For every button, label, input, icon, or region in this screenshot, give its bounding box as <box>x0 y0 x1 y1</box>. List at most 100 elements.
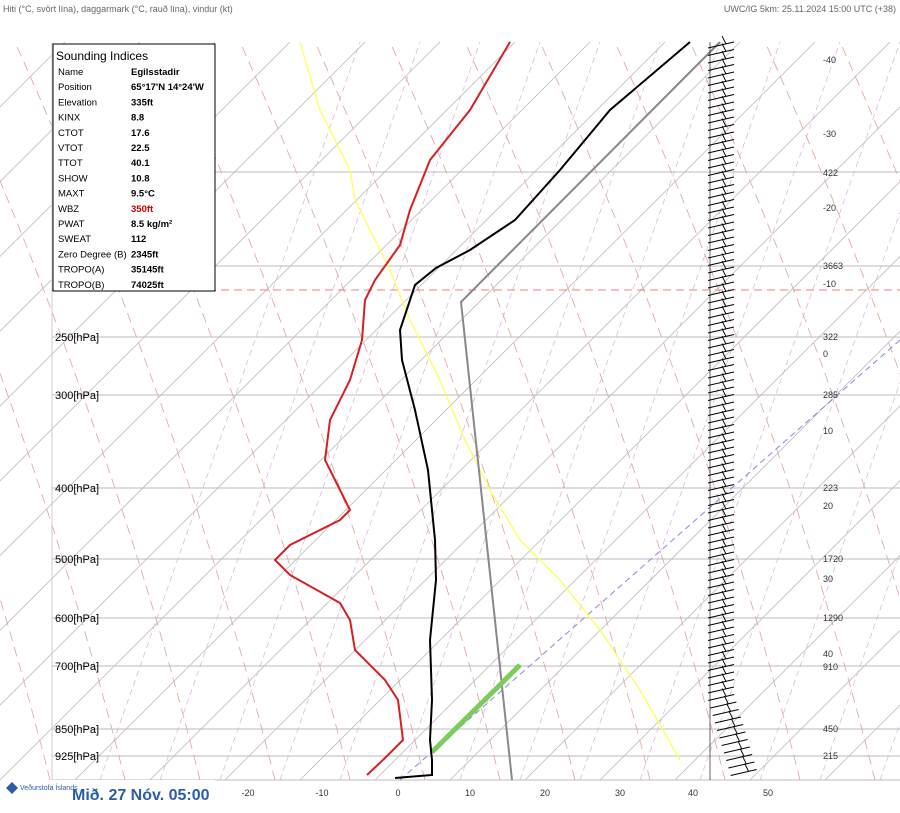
barb-flag <box>721 328 727 337</box>
barb-staff <box>707 506 735 514</box>
barb-flag <box>721 365 727 375</box>
barb-flag <box>721 103 727 112</box>
barb-staff <box>707 334 735 341</box>
index-value: 9.5°C <box>131 189 155 200</box>
barb-staff <box>721 739 748 746</box>
barb-flag <box>721 688 727 697</box>
barb-staff <box>707 656 735 664</box>
barb-flag <box>721 410 727 420</box>
barb-staff <box>707 469 735 476</box>
index-name: WBZ <box>58 204 79 215</box>
barb-staff <box>707 386 735 394</box>
barb-staff <box>707 259 735 266</box>
barb-flag <box>721 110 727 120</box>
isotherm <box>0 41 366 407</box>
dry-adiabat <box>614 41 876 781</box>
barb-flag <box>721 245 727 255</box>
bottom-label: -10 <box>315 788 328 798</box>
barb-staff <box>707 484 735 491</box>
barb-flag <box>721 575 727 585</box>
header-right: UWC/IG 5km: 25.11.2024 15:00 UTC (+38) <box>724 4 896 14</box>
barb-flag <box>728 710 734 720</box>
barb-staff <box>726 754 753 761</box>
barb-staff <box>707 199 735 206</box>
barb-flag <box>721 88 727 97</box>
barb-flag <box>721 470 727 480</box>
right-label: 910 <box>823 662 838 672</box>
barb-flag <box>721 118 727 127</box>
barb-staff <box>707 536 735 544</box>
barb-staff <box>707 364 735 371</box>
mixing-ratio <box>819 551 900 781</box>
barb-flag <box>723 695 729 705</box>
barb-flag <box>721 275 727 285</box>
barb-staff <box>707 229 735 236</box>
index-name: SWEAT <box>58 234 91 245</box>
dry-adiabat <box>464 41 726 781</box>
index-value: 350ft <box>131 204 154 215</box>
index-name: Name <box>58 67 83 78</box>
barb-staff <box>707 611 735 619</box>
barb-staff <box>707 139 735 146</box>
barb-staff <box>707 154 735 161</box>
index-name: Elevation <box>58 97 97 108</box>
barb-staff <box>707 356 735 364</box>
barb-staff <box>728 761 755 769</box>
bottom-label: 40 <box>688 788 698 798</box>
indices-title: Sounding Indices <box>56 49 148 63</box>
barb-staff <box>707 86 735 94</box>
dry-adiabat <box>239 41 501 781</box>
bottom-label: 0 <box>395 788 400 798</box>
barb-staff <box>707 649 735 656</box>
index-name: TROPO(A) <box>58 265 104 276</box>
barb-flag <box>721 35 727 45</box>
barb-staff <box>707 461 735 469</box>
index-value: 10.8 <box>131 173 150 184</box>
barb-staff <box>707 169 735 176</box>
mixing-ratio <box>519 41 781 781</box>
mixing-ratio <box>699 211 900 781</box>
barb-flag <box>721 658 727 667</box>
mixing-ratio <box>459 41 721 781</box>
index-name: TTOT <box>58 158 83 169</box>
isotherm <box>749 629 900 781</box>
bottom-label: 20 <box>540 788 550 798</box>
barb-staff <box>707 101 735 109</box>
right-label: -30 <box>823 129 836 139</box>
grid <box>0 41 900 781</box>
barb-flag <box>721 193 727 202</box>
barb-staff <box>707 184 735 191</box>
bottom-label: -20 <box>241 788 254 798</box>
barb-flag <box>721 643 727 652</box>
barb-flag <box>721 260 727 270</box>
barb-flag <box>726 703 732 712</box>
barb-staff <box>707 439 735 446</box>
barb-flag <box>721 230 727 240</box>
barb-flag <box>721 73 727 82</box>
isotherm <box>299 181 900 781</box>
temperature-curve <box>394 41 691 779</box>
barb-flag <box>721 283 727 292</box>
barb-staff <box>707 566 735 574</box>
logo <box>6 782 18 794</box>
isotherm <box>524 405 900 781</box>
barb-staff <box>707 686 735 694</box>
barb-staff <box>707 521 735 529</box>
barb-flag <box>721 43 727 52</box>
bottom-label: 30 <box>615 788 625 798</box>
barb-flag <box>721 673 727 682</box>
barb-flag <box>721 650 727 660</box>
barb-flag <box>721 65 727 75</box>
barb-flag <box>721 598 727 607</box>
right-label: 1290 <box>823 613 843 623</box>
barb-staff <box>717 724 744 731</box>
barb-flag <box>721 58 727 67</box>
index-value: 112 <box>131 234 146 245</box>
barb-flag <box>721 215 727 225</box>
barb-flag <box>721 455 727 465</box>
right-label: -40 <box>823 55 836 65</box>
barb-staff <box>707 221 735 229</box>
barb-flag <box>721 185 727 195</box>
mixing-ratio <box>339 41 601 781</box>
right-label: 215 <box>823 751 838 761</box>
